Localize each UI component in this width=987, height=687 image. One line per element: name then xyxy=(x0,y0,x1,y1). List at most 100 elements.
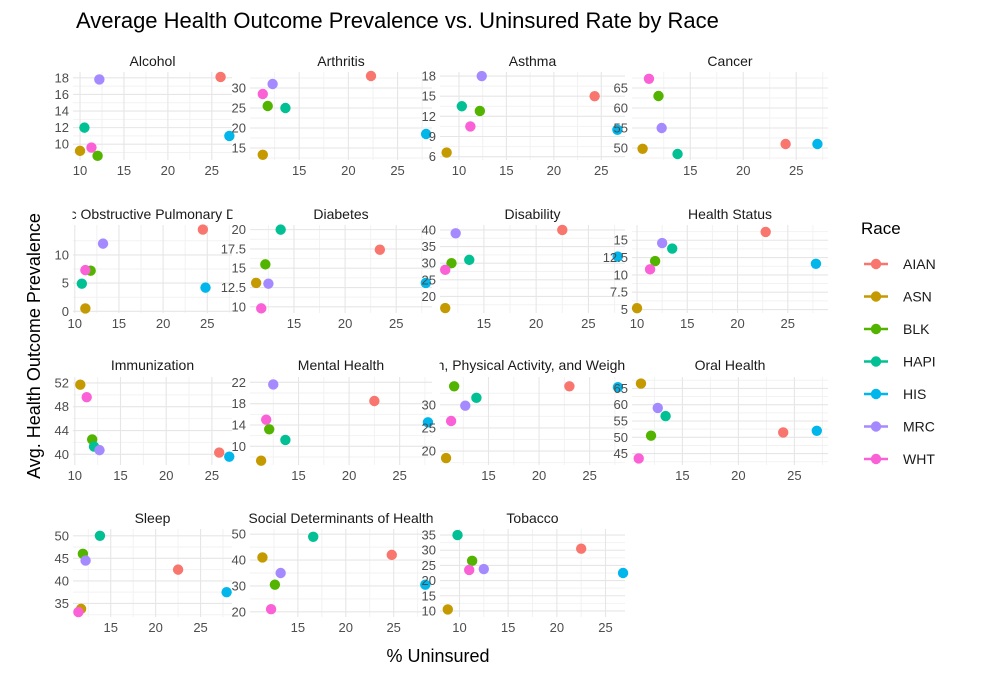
point-mrc xyxy=(476,70,487,82)
x-tick-label: 15 xyxy=(117,163,131,178)
point-mrc xyxy=(656,237,668,249)
y-tick-label: 44 xyxy=(55,423,69,438)
facet-panel-nutrition-physical-activity-and-weight-status: 15 20 25 20 25 30 Nutrition, Physical Activity… xyxy=(392,357,672,483)
legend-label: AIAN xyxy=(903,256,936,272)
x-tick-label: 10 xyxy=(452,163,466,178)
point-his xyxy=(810,258,822,270)
major-gridlines xyxy=(73,72,232,160)
y-tick-label: 18 xyxy=(232,396,246,411)
y-tick-label: 60 xyxy=(614,397,628,412)
y-tick-label: 15 xyxy=(422,89,436,104)
x-tick-label: 25 xyxy=(205,163,219,178)
y-tick-label: 25 xyxy=(422,272,436,287)
x-tick-label: 25 xyxy=(598,620,612,635)
legend-item-wht: WHT xyxy=(864,451,935,467)
y-tick-label: 10 xyxy=(614,267,628,282)
y-tick-label: 50 xyxy=(232,527,246,542)
point-his xyxy=(612,381,624,393)
y-tick-label: 16 xyxy=(55,87,69,102)
x-tick-label: 20 xyxy=(159,468,173,483)
y-tick-label: 18 xyxy=(422,69,436,84)
y-tick-label: 12.5 xyxy=(221,280,246,295)
y-tick-label: 45 xyxy=(55,551,69,566)
facet-panel-asthma: 10 15 20 25 6 9 12 15 18 Asthma xyxy=(422,53,625,178)
point-asn xyxy=(441,147,452,158)
point-mrc xyxy=(450,228,461,239)
point-blk xyxy=(474,105,486,117)
y-tick-label: 15 xyxy=(232,261,246,276)
legend-key-point xyxy=(870,356,882,367)
point-mrc xyxy=(94,444,105,456)
major-gridlines xyxy=(440,377,625,465)
x-tick-label: 20 xyxy=(341,163,355,178)
point-mrc xyxy=(263,278,274,289)
point-wht xyxy=(265,604,277,615)
point-his xyxy=(420,579,431,590)
y-tick-label: 35 xyxy=(55,596,69,611)
point-asn xyxy=(635,378,647,389)
facet-label: Health Status xyxy=(688,206,772,222)
x-tick-label: 15 xyxy=(287,316,301,331)
facet-label: Tobacco xyxy=(506,510,558,526)
facet-label: Social Determinants of Health xyxy=(248,510,433,526)
point-aian xyxy=(197,224,209,235)
legend-item-asn: ASN xyxy=(864,289,932,305)
y-tick-label: 60 xyxy=(614,101,628,116)
x-tick-label: 15 xyxy=(113,468,127,483)
point-wht xyxy=(260,414,272,425)
facet-label: Nutrition, Physical Activity, and Weight… xyxy=(392,357,672,373)
point-asn xyxy=(631,302,643,314)
point-blk xyxy=(653,90,664,102)
facet-label: Immunization xyxy=(111,357,194,373)
y-tick-label: 65 xyxy=(614,81,628,96)
point-mrc xyxy=(94,74,105,85)
x-tick-label: 10 xyxy=(452,620,466,635)
legend-key-point xyxy=(870,388,882,400)
point-his xyxy=(812,138,823,150)
y-tick-label: 65 xyxy=(614,381,628,396)
point-wht xyxy=(81,392,92,403)
facet-label: Diabetes xyxy=(313,206,368,222)
legend-item-mrc: MRC xyxy=(864,419,935,435)
legend: Race AIAN ASN BLK HAPI HIS MRC WHT xyxy=(861,219,936,467)
point-asn xyxy=(250,277,262,289)
x-tick-label: 25 xyxy=(582,468,596,483)
point-wht xyxy=(464,564,475,576)
point-hapi xyxy=(464,254,475,266)
y-tick-label: 6 xyxy=(429,149,436,164)
point-asn xyxy=(440,302,451,314)
point-hapi xyxy=(94,530,106,541)
y-tick-label: 35 xyxy=(422,239,436,254)
legend-key-point xyxy=(870,323,882,335)
y-tick-label: 5 xyxy=(621,302,628,317)
x-tick-label: 20 xyxy=(532,468,546,483)
legend-label: HAPI xyxy=(903,354,936,370)
point-mrc xyxy=(97,238,109,249)
major-gridlines xyxy=(440,225,625,313)
point-his xyxy=(420,128,432,140)
point-wht xyxy=(445,415,457,427)
y-tick-label: 0 xyxy=(62,304,69,319)
point-wht xyxy=(80,264,91,276)
x-tick-label: 15 xyxy=(499,163,513,178)
y-tick-label: 40 xyxy=(232,553,246,568)
legend-item-his: HIS xyxy=(864,386,926,402)
y-tick-label: 55 xyxy=(614,121,628,136)
point-asn xyxy=(257,552,268,563)
x-tick-label: 20 xyxy=(731,468,745,483)
point-aian xyxy=(214,447,225,458)
y-tick-label: 45 xyxy=(614,446,628,461)
point-mrc xyxy=(275,567,286,579)
y-tick-label: 50 xyxy=(614,141,628,156)
point-his xyxy=(617,567,629,579)
facet-label: Cancer xyxy=(707,53,752,69)
point-asn xyxy=(74,145,86,157)
point-hapi xyxy=(280,434,291,446)
point-hapi xyxy=(76,278,88,289)
point-mrc xyxy=(652,402,663,414)
point-hapi xyxy=(456,101,468,112)
x-tick-label: 25 xyxy=(389,316,403,331)
